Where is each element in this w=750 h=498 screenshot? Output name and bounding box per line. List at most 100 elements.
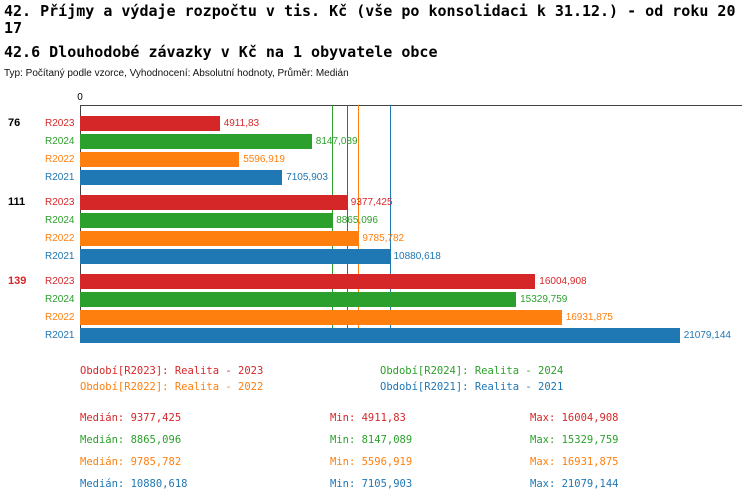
series-label: R2023 [45, 117, 75, 129]
bar-row: R2024 8147,089 [0, 132, 750, 150]
bar-row: R2022 16931,875 [0, 308, 750, 326]
bar-R2022 [80, 151, 240, 167]
bar-value-label: 16931,875 [565, 311, 613, 323]
bar-track: 16004,908 [80, 273, 750, 289]
stat-median-R2023: Medián: 9377,425 [80, 412, 182, 424]
bar-row: 139 R2023 16004,908 [0, 272, 750, 290]
bar-track: 9377,425 [80, 194, 750, 210]
bar-track: 4911,83 [80, 115, 750, 131]
x-axis-line [80, 105, 742, 106]
legend-item-R2023: Období[R2023]: Realita - 2023 [80, 365, 264, 377]
stat-min-R2024: Min: 8147,089 [330, 434, 413, 446]
stat-max-R2023: Max: 16004,908 [530, 412, 619, 424]
bar-track: 9785,782 [80, 230, 750, 246]
stat-max-R2021: Max: 21079,144 [530, 478, 619, 490]
bar-row: R2024 8865,096 [0, 211, 750, 229]
bar-R2021 [80, 169, 283, 185]
bar-row: R2021 7105,903 [0, 168, 750, 186]
bar-value-label: 9785,782 [362, 232, 405, 244]
stat-median-R2022: Medián: 9785,782 [80, 456, 182, 468]
bar-value-label: 9377,425 [350, 196, 393, 208]
bar-row: 111 R2023 9377,425 [0, 193, 750, 211]
legend-item-R2022: Období[R2022]: Realita - 2022 [80, 381, 264, 393]
bar-value-label: 5596,919 [243, 153, 285, 165]
bar-track: 7105,903 [80, 169, 750, 185]
stat-row-R2022: Medián: 9785,782 Min: 5596,919 Max: 16931,… [80, 451, 750, 473]
series-label: R2022 [45, 311, 75, 323]
title-block: 42. Příjmy a výdaje rozpočtu v tis. Kč (… [0, 0, 750, 61]
series-label: R2021 [45, 171, 75, 183]
stats-summary: Medián: 9377,425 Min: 4911,83 Max: 16004,9… [80, 407, 750, 495]
stat-row-R2021: Medián: 10880,618 Min: 7105,903 Max: 21079… [80, 473, 750, 495]
bar-row: R2021 10880,618 [0, 247, 750, 265]
bar-value-label: 16004,908 [539, 275, 587, 287]
stat-max-R2022: Max: 16931,875 [530, 456, 619, 468]
bar-chart: 0 76 R2023 4911,83 R2024 8147,089 R2022 5596,9… [0, 92, 750, 344]
bar-R2023 [80, 194, 347, 210]
bar-track: 16931,875 [80, 309, 750, 325]
bar-R2021 [80, 327, 680, 343]
bar-group: 76 R2023 4911,83 R2024 8147,089 R2022 5596,919… [0, 114, 750, 186]
bar-row: R2022 5596,919 [0, 150, 750, 168]
bar-R2024 [80, 133, 312, 149]
page-title-line1: 42. Příjmy a výdaje rozpočtu v tis. Kč (… [4, 2, 736, 20]
bar-group: 111 R2023 9377,425 R2024 8865,096 R2022 9785,7… [0, 193, 750, 265]
bar-track: 8865,096 [80, 212, 750, 228]
bar-row: R2022 9785,782 [0, 229, 750, 247]
bar-rows: 76 R2023 4911,83 R2024 8147,089 R2022 5596,919… [0, 105, 750, 344]
x-axis-zero-label: 0 [77, 92, 83, 103]
series-label: R2024 [45, 214, 75, 226]
group-label: 139 [8, 275, 27, 287]
series-label: R2023 [45, 275, 75, 287]
page-title-line2: 17 [4, 19, 23, 37]
series-label: R2022 [45, 232, 75, 244]
stat-median-R2021: Medián: 10880,618 [80, 478, 188, 490]
series-label: R2022 [45, 153, 75, 165]
stat-median-R2024: Medián: 8865,096 [80, 434, 182, 446]
bar-row: 76 R2023 4911,83 [0, 114, 750, 132]
bar-row: R2024 15329,759 [0, 290, 750, 308]
bar-value-label: 8147,089 [315, 135, 358, 147]
series-label: R2024 [45, 135, 75, 147]
series-label: R2021 [45, 329, 75, 341]
page-subtitle: 42.6 Dlouhodobé závazky v Kč na 1 obyvat… [4, 43, 438, 61]
bar-track: 21079,144 [80, 327, 750, 343]
group-label: 111 [8, 196, 26, 208]
series-label: R2023 [45, 196, 75, 208]
bar-value-label: 4911,83 [223, 117, 260, 129]
plot-area: 76 R2023 4911,83 R2024 8147,089 R2022 5596,919… [0, 105, 750, 344]
stat-max-R2024: Max: 15329,759 [530, 434, 619, 446]
legend-item-R2024: Období[R2024]: Realita - 2024 [380, 365, 564, 377]
bar-R2023 [80, 115, 220, 131]
stat-row-R2023: Medián: 9377,425 Min: 4911,83 Max: 16004,9… [80, 407, 750, 429]
series-label: R2021 [45, 250, 75, 262]
x-axis: 0 [77, 92, 750, 105]
median-line-R2021 [389, 105, 391, 337]
median-line-R2023 [346, 105, 348, 337]
bar-value-label: 7105,903 [286, 171, 328, 183]
bar-track: 15329,759 [80, 291, 750, 307]
bar-track: 5596,919 [80, 151, 750, 167]
bar-value-label: 8865,096 [336, 214, 378, 226]
median-line-R2024 [332, 105, 334, 337]
bar-R2023 [80, 273, 536, 289]
legend-item-R2021: Období[R2021]: Realita - 2021 [380, 381, 564, 393]
bar-value-label: 10880,618 [393, 250, 441, 262]
bar-R2024 [80, 212, 333, 228]
bar-R2021 [80, 248, 390, 264]
group-label: 76 [8, 117, 21, 129]
bar-row: R2021 21079,144 [0, 326, 750, 344]
bar-R2024 [80, 291, 517, 307]
bar-value-label: 15329,759 [520, 293, 568, 305]
stat-min-R2022: Min: 5596,919 [330, 456, 413, 468]
stat-row-R2024: Medián: 8865,096 Min: 8147,089 Max: 15329,… [80, 429, 750, 451]
legend: Období[R2023]: Realita - 2023 Období[R202… [80, 365, 750, 393]
stat-min-R2023: Min: 4911,83 [330, 412, 406, 424]
bar-value-label: 21079,144 [683, 329, 731, 341]
bar-group: 139 R2023 16004,908 R2024 15329,759 R2022 1693… [0, 272, 750, 344]
bar-R2022 [80, 230, 359, 246]
series-label: R2024 [45, 293, 75, 305]
chart-meta-info: Typ: Počítaný podle vzorce, Vyhodnocení:… [4, 68, 349, 79]
bar-track: 8147,089 [80, 133, 750, 149]
stat-min-R2021: Min: 7105,903 [330, 478, 413, 490]
